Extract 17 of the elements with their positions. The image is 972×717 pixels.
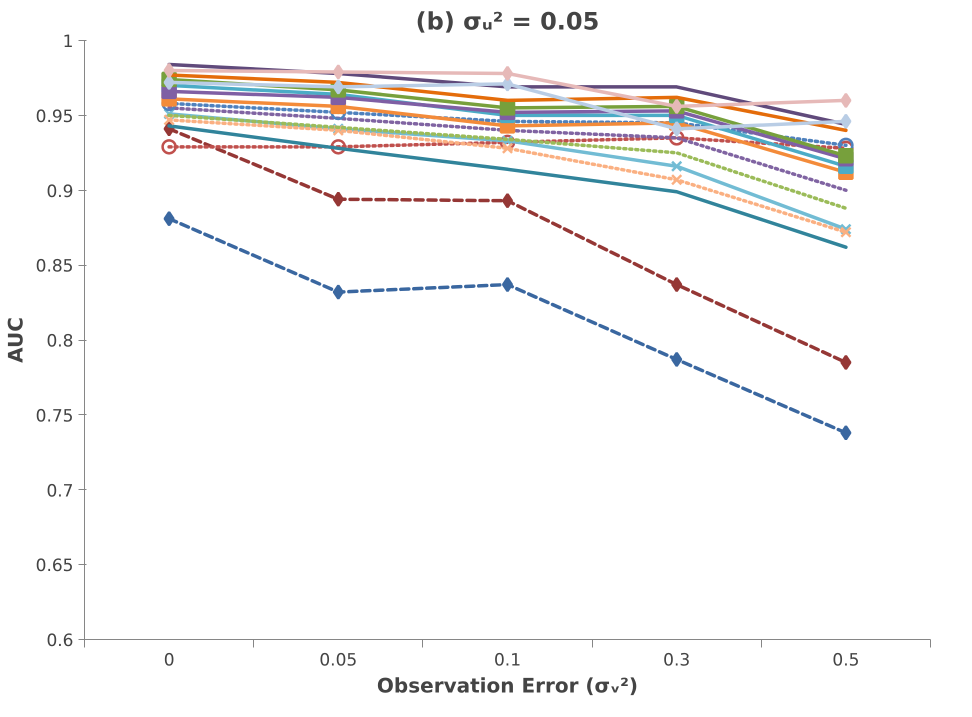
x-tick-label: 0.1 — [494, 650, 522, 670]
y-tick-label: 1 — [62, 32, 74, 52]
x-tick-label: 0.5 — [832, 650, 860, 670]
y-tick-label: 0.9 — [46, 182, 74, 202]
y-tick-label: 0.7 — [46, 481, 74, 502]
x-tick-label: 0.3 — [663, 650, 690, 670]
y-tick-label: 0.85 — [36, 256, 74, 277]
y-axis-title: AUC — [4, 317, 28, 363]
y-tick-label: 0.8 — [46, 332, 74, 352]
y-tick-label: 0.65 — [36, 556, 74, 576]
y-tick-label: 0.6 — [46, 631, 74, 651]
chart-title: (b) σᵤ² = 0.05 — [416, 8, 600, 36]
x-axis-title: Observation Error (σᵥ²) — [376, 674, 638, 698]
x-tick-label: 0 — [164, 650, 175, 670]
x-tick-label: 0.05 — [319, 650, 358, 670]
y-tick-label: 0.75 — [36, 406, 74, 426]
y-tick-label: 0.95 — [36, 106, 74, 127]
